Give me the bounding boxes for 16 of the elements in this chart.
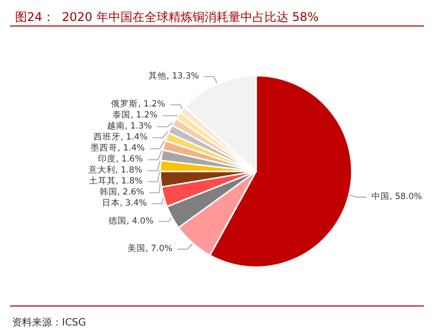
slice-label: 韩国, 2.6%: [99, 186, 144, 198]
slice-label: 越南, 1.3%: [106, 120, 152, 132]
slice-label: 墨西哥, 1.4%: [90, 142, 145, 154]
slice-label: 德国, 4.0%: [108, 215, 154, 226]
slice-label: 其他, 13.3%: [148, 70, 199, 82]
slice-label: 印度, 1.6%: [98, 154, 143, 165]
slice-label: 日本, 3.4%: [102, 198, 147, 209]
slice-label: 泰国, 1.2%: [112, 110, 158, 121]
slice-label: 中国, 58.0%: [372, 191, 422, 202]
slice-label: 意大利, 1.8%: [87, 164, 142, 176]
slice-label: 俄罗斯, 1.2%: [111, 98, 166, 110]
chart-title: 图24： 2020 年中国在全球精炼铜消耗量中占比达 58%: [15, 10, 319, 24]
slice-label: 土耳其, 1.8%: [88, 176, 143, 187]
slice-label: 美国, 7.0%: [127, 243, 172, 254]
text: 资料来源：ICSG: [12, 316, 86, 328]
slice-label: 西班牙, 1.4%: [94, 132, 148, 143]
